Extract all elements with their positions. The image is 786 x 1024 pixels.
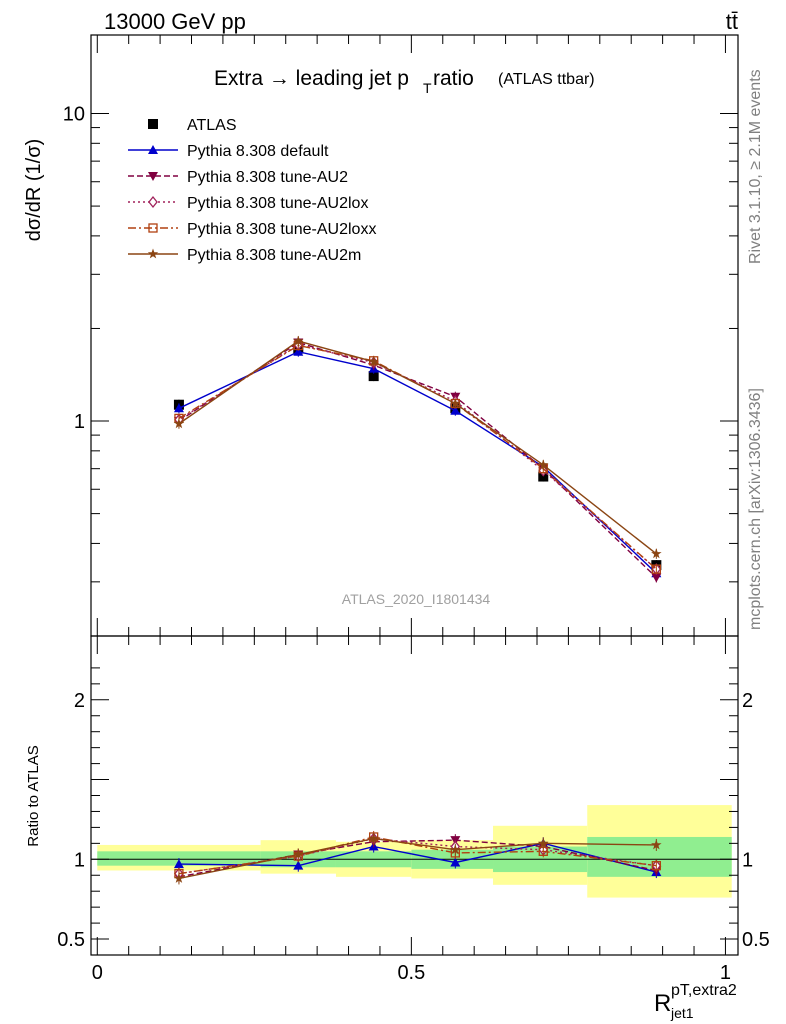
legend-label-au2lox: Pythia 8.308 tune-AU2lox (187, 195, 368, 212)
series-line-au2m (178, 340, 657, 555)
chart-title-tail: ratio (433, 67, 474, 90)
main-panel-series (173, 335, 662, 583)
x-axis-label: R pT,extra2 jet1 (654, 982, 737, 1021)
ratio-uncertainty-bands (91, 805, 738, 898)
ratio-y-tick-label-right: 1 (742, 849, 753, 871)
ratio-point-au2m-1 (293, 849, 304, 859)
chart-title: Extra → leading jet p T ratio (ATLAS ttb… (214, 67, 595, 96)
ratio-y-tick-label-left: 0.5 (57, 929, 85, 951)
series-line-au2lox (178, 344, 657, 570)
x-axis-label-sub: jet1 (670, 1005, 694, 1021)
header-left: 13000 GeV pp (104, 9, 246, 34)
legend-label-au2m: Pythia 8.308 tune-AU2m (187, 247, 361, 264)
point-au2-5 (651, 573, 662, 583)
series-au2 (173, 337, 662, 583)
ratio-y-tick-label-right: 0.5 (742, 929, 770, 951)
legend-label-au2loxx: Pythia 8.308 tune-AU2loxx (187, 221, 376, 238)
point-au2m-5 (651, 548, 662, 559)
legend-marker-atlas (148, 119, 158, 129)
ratio-point-au2m-3 (450, 844, 461, 855)
point-au2loxx-5 (651, 564, 661, 574)
point-au2m-0 (173, 418, 185, 429)
legend-label-au2: Pythia 8.308 tune-AU2 (187, 169, 348, 186)
point-default-0 (173, 403, 184, 413)
ratio-point-au2m-0 (173, 872, 185, 883)
ratio-point-default-1 (293, 860, 304, 870)
legend-entry-au2: Pythia 8.308 tune-AU2 (128, 169, 348, 186)
chart-title-main: Extra → leading jet p (214, 67, 409, 90)
legend-marker-default (148, 145, 158, 154)
series-line-default (178, 351, 657, 574)
legend-marker-au2lox (148, 195, 158, 209)
point-default-3 (450, 405, 461, 415)
ratio-point-au2m-2 (368, 833, 379, 843)
series-default (173, 346, 662, 579)
legend-entry-default: Pythia 8.308 default (128, 143, 329, 160)
ratio-point-default-3 (450, 857, 461, 867)
series-line-au2loxx (178, 344, 657, 570)
legend-marker-au2 (148, 172, 158, 181)
ratio-series-au2m (173, 832, 662, 885)
legend-entry-atlas: ATLAS (148, 117, 237, 134)
point-atlas-2 (368, 371, 379, 382)
ratio-line-default (178, 842, 657, 873)
point-au2m-3 (450, 398, 461, 408)
analysis-watermark: ATLAS_2020_I1801434 (342, 591, 491, 607)
ratio-point-au2m-4 (538, 837, 549, 848)
ratio-band-inner-5 (587, 836, 732, 877)
legend-marker-au2m (147, 248, 159, 259)
x-tick-label: 1 (720, 962, 731, 984)
ratio-y-tick-label-left: 1 (74, 849, 85, 871)
legend-label-atlas: ATLAS (187, 117, 237, 134)
x-tick-label: 0 (92, 962, 103, 984)
ratio-y-tick-label-right: 2 (742, 690, 753, 712)
ratio-point-default-0 (173, 859, 184, 869)
ratio-panel-series (173, 830, 662, 885)
chart-title-sub: T (423, 80, 432, 96)
main-y-tick-label: 10 (63, 104, 85, 126)
mcplots-source-label: mcplots.cern.ch [arXiv:1306.3436] (747, 388, 764, 630)
point-au2m-1 (293, 335, 304, 346)
header-right: tt̄ (726, 9, 738, 34)
series-line-au2 (178, 341, 657, 578)
legend-marker-au2loxx (148, 223, 158, 233)
legend-label-default: Pythia 8.308 default (187, 143, 329, 160)
y-axis-label-ratio: Ratio to ATLAS (25, 745, 42, 846)
ratio-point-au2loxx-5 (651, 861, 661, 871)
legend: ATLAS Pythia 8.308 default Pythia 8.308 tu… (128, 117, 376, 264)
y-axis-label-main: dσ/dR (1/σ) (23, 139, 45, 242)
x-axis-label-sup: pT,extra2 (671, 982, 737, 999)
ratio-line-au2m (178, 837, 657, 880)
axes: 1 10 0.5 0.5 1 1 2 2 0 0.5 1 (57, 34, 770, 984)
ratio-y-tick-label-left: 2 (74, 690, 85, 712)
legend-entry-au2lox: Pythia 8.308 tune-AU2lox (128, 195, 368, 212)
series-au2m (173, 335, 662, 559)
x-tick-label: 0.5 (397, 962, 425, 984)
ratio-panel-frame (90, 635, 739, 956)
legend-entry-au2m: Pythia 8.308 tune-AU2m (128, 247, 361, 264)
point-default-1 (293, 346, 304, 356)
chart-title-small: (ATLAS ttbar) (498, 71, 595, 88)
point-au2m-2 (368, 356, 379, 367)
rivet-version-label: Rivet 3.1.10, ≥ 2.1M events (747, 69, 764, 264)
x-axis-label-main: R (654, 990, 671, 1017)
ratio-point-au2m-5 (651, 839, 662, 850)
point-au2m-4 (538, 459, 549, 470)
main-y-tick-label: 1 (74, 411, 85, 433)
legend-entry-au2loxx: Pythia 8.308 tune-AU2loxx (128, 221, 376, 238)
